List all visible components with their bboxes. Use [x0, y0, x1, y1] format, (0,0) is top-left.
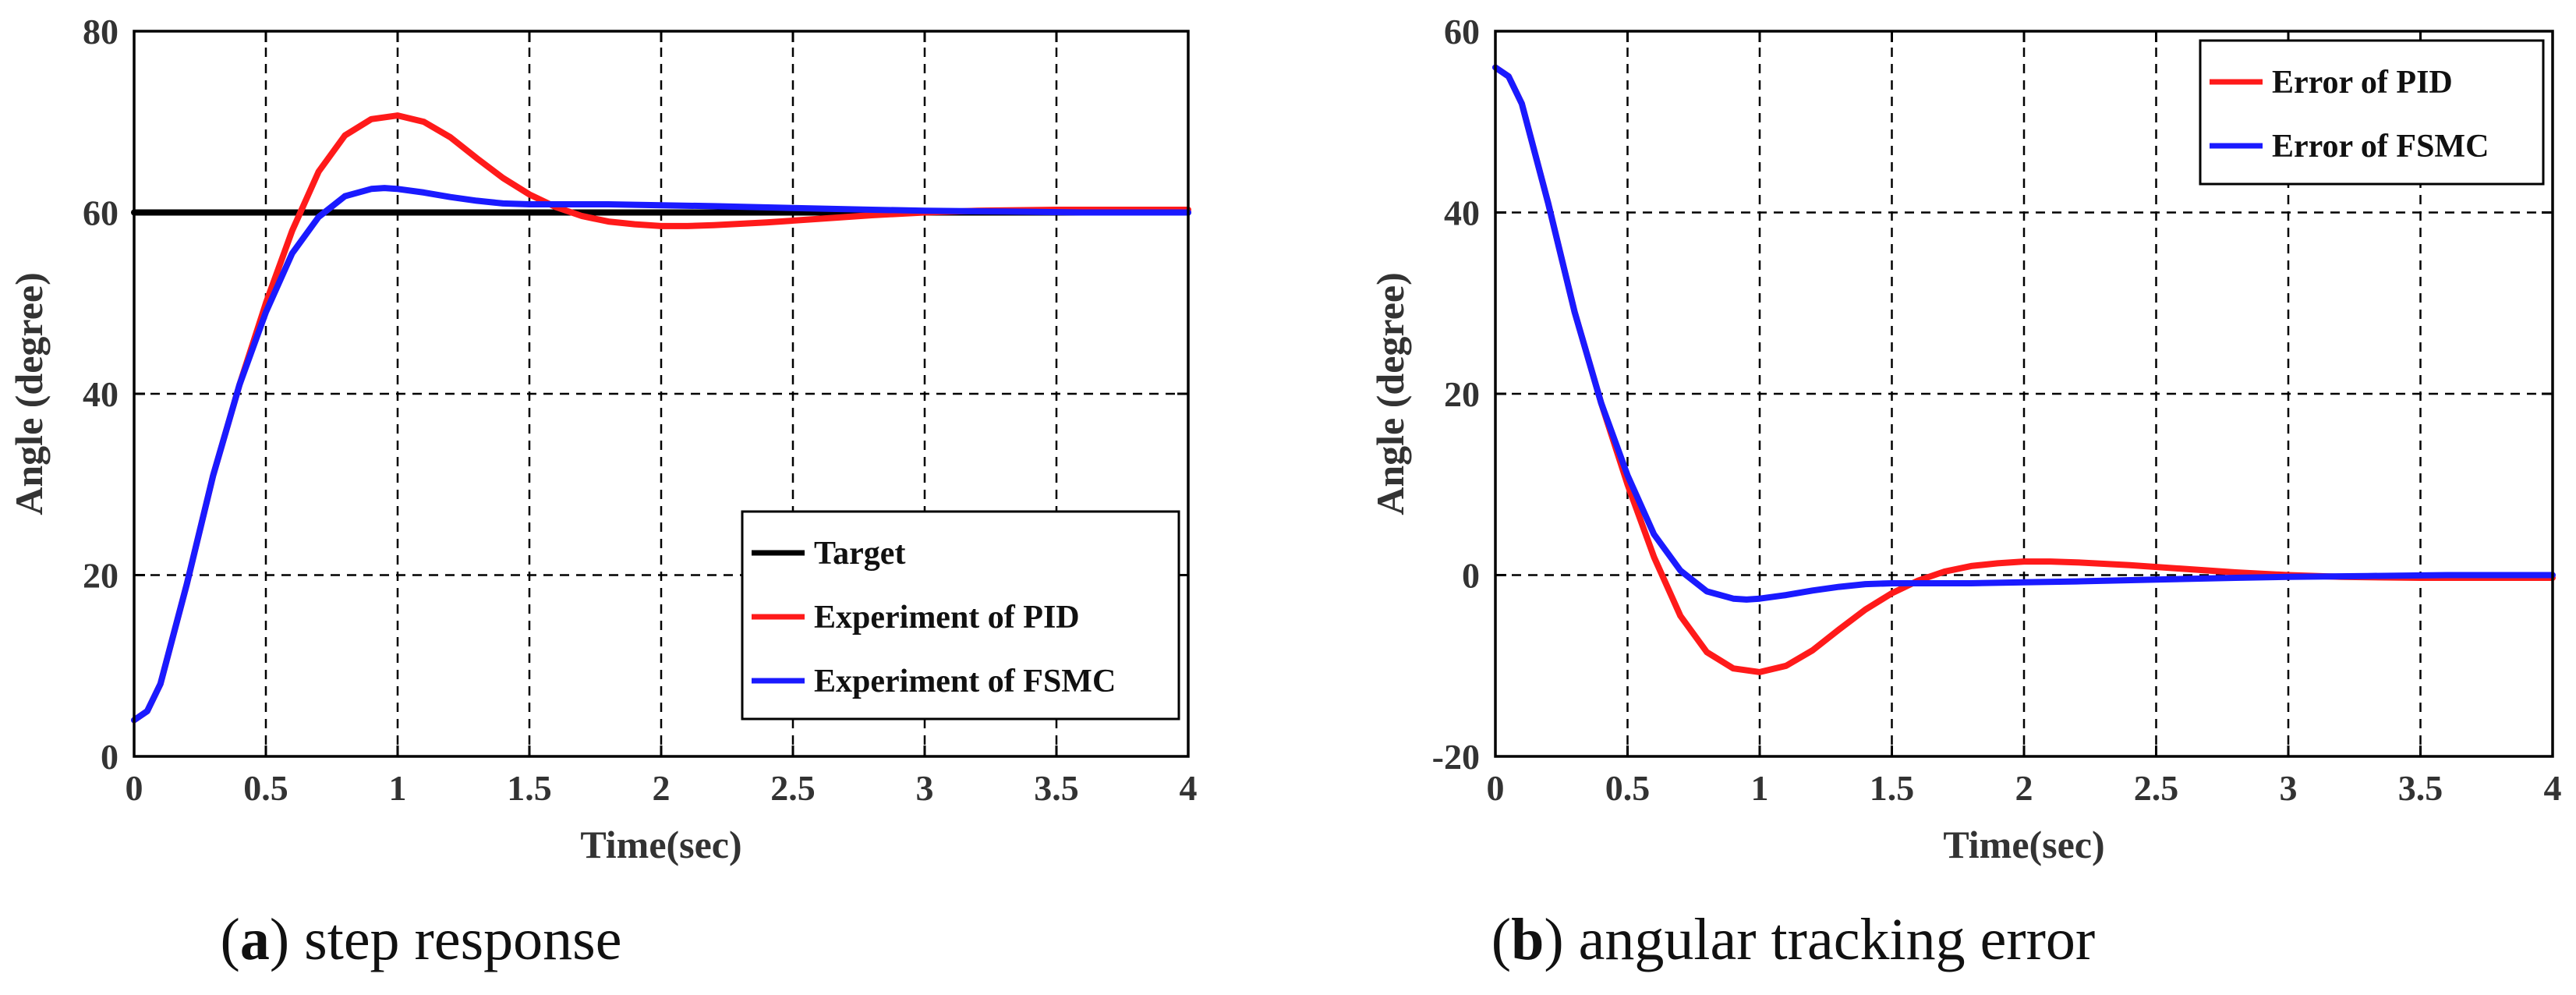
- xtick-label-a-2: 1: [389, 768, 407, 808]
- xtick-label-a-4: 2: [653, 768, 671, 808]
- legend-label-b-0: Error of PID: [2272, 65, 2453, 101]
- caption-a: (a) step response: [221, 907, 622, 972]
- ytick-label-a-1: 20: [83, 556, 119, 596]
- caption-a-letter: a: [240, 907, 270, 972]
- series-line-a-2: [131, 185, 1191, 724]
- ytick-label-b-0: -20: [1432, 737, 1480, 777]
- xtick-label-b-2: 1: [1751, 768, 1769, 808]
- xtick-label-a-0: 0: [126, 768, 143, 808]
- xtick-label-b-3: 1.5: [1870, 768, 1915, 808]
- ytick-label-b-3: 40: [1444, 193, 1480, 233]
- xtick-label-b-4: 2: [2015, 768, 2033, 808]
- ytick-label-a-0: 0: [101, 737, 119, 777]
- x-axis-label-a: Time(sec): [580, 823, 741, 866]
- xtick-label-b-0: 0: [1487, 768, 1505, 808]
- ytick-label-b-2: 20: [1444, 374, 1480, 414]
- legend-label-a-1: Experiment of PID: [814, 600, 1080, 636]
- xtick-label-a-3: 1.5: [507, 768, 552, 808]
- legend-box-b: [2199, 39, 2545, 186]
- legend-b: Error of PID Error of FSMC: [2199, 39, 2545, 186]
- series-line-b-1: [1492, 64, 2556, 603]
- xtick-label-a-5: 2.5: [770, 768, 816, 808]
- chart-step-response: 0 0.5 1 1.5 2 2.5 3 3.5 4020406080Time(sec)Angle…: [7, 12, 1198, 866]
- ytick-label-a-2: 40: [83, 374, 119, 414]
- legend-label-a-2: Experiment of FSMC: [814, 664, 1116, 699]
- xtick-label-b-6: 3: [2280, 768, 2298, 808]
- plot-frame-a: [133, 30, 1190, 758]
- xtick-label-a-7: 3.5: [1034, 768, 1079, 808]
- ytick-label-a-3: 60: [83, 193, 119, 233]
- caption-b: (b) angular tracking error: [1491, 907, 2095, 972]
- caption-b-letter: b: [1511, 907, 1544, 972]
- xtick-label-a-1: 0.5: [243, 768, 288, 808]
- x-axis-label-b: Time(sec): [1943, 823, 2104, 866]
- legend-label-a-0: Target: [814, 536, 905, 572]
- xtick-label-b-1: 0.5: [1605, 768, 1651, 808]
- legend-box-a: [741, 510, 1180, 721]
- xtick-label-a-6: 3: [916, 768, 934, 808]
- chart-angular-tracking-error: 0 0.5 1 1.5 2 2.5 3 3.5 4-200204060Time(sec)Angl…: [1368, 12, 2562, 866]
- plot-frame-b: [1494, 30, 2554, 758]
- ytick-label-b-1: 0: [1462, 556, 1480, 596]
- y-axis-label-a: Angle (degree): [7, 272, 51, 515]
- legend-label-b-1: Error of FSMC: [2272, 129, 2489, 165]
- y-axis-label-b: Angle (degree): [1368, 272, 1412, 515]
- caption-b-text: angular tracking error: [1564, 907, 2096, 972]
- xtick-label-b-8: 4: [2544, 768, 2562, 808]
- xtick-label-a-8: 4: [1180, 768, 1198, 808]
- xtick-label-b-5: 2.5: [2134, 768, 2179, 808]
- caption-a-text: step response: [289, 907, 621, 972]
- xtick-label-b-7: 3.5: [2398, 768, 2443, 808]
- ytick-label-b-4: 60: [1444, 12, 1480, 51]
- ytick-label-a-4: 80: [83, 12, 119, 51]
- legend-a: Target Experiment of PID Experiment of FSM…: [741, 510, 1180, 721]
